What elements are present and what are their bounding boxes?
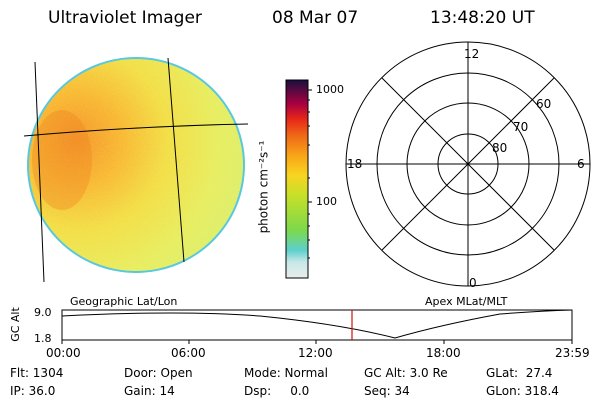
lat-label-80: 80 (492, 141, 508, 155)
altitude-plot (61, 309, 573, 344)
glat-value: GLat: 27.4 (486, 366, 553, 380)
colorbar-unit-label: photon cm⁻²s⁻¹ (256, 140, 271, 234)
y-min-label: 1.8 (34, 332, 52, 345)
apex-title: Apex MLat/MLT (425, 295, 508, 308)
mlt-label-18: 18 (347, 157, 363, 171)
time-tick-0: 00:00 (46, 346, 81, 360)
gc-alt-value: GC Alt: 3.0 Re (364, 366, 448, 380)
colorbar-tick-1000: 1000 (316, 83, 344, 96)
mlt-label-12: 12 (464, 47, 480, 61)
lat-label-60: 60 (536, 97, 552, 111)
lat-label-70: 70 (513, 120, 529, 134)
sequence-value: Seq: 34 (364, 384, 410, 398)
gain-value: Gain: 14 (124, 384, 175, 398)
mlt-label-0: 0 (469, 276, 477, 290)
flight-number: Flt: 1304 (10, 366, 64, 380)
time-label: 13:48:20 UT (430, 8, 535, 28)
time-tick-2: 12:00 (298, 346, 333, 360)
geographic-title: Geographic Lat/Lon (70, 295, 178, 308)
uv-image (23, 57, 249, 283)
glon-value: GLon: 318.4 (486, 384, 559, 398)
colorbar-tick-100: 100 (316, 195, 337, 208)
gc-alt-axis-label: GC Alt (8, 307, 22, 342)
y-max-label: 9.0 (34, 306, 52, 319)
polar-dial (345, 41, 591, 287)
geo-grid-lines (23, 57, 249, 283)
color-bar (285, 79, 312, 279)
dsp-value: Dsp: 0.0 (244, 384, 310, 398)
door-status: Door: Open (124, 366, 193, 380)
instrument-title: Ultraviolet Imager (48, 8, 202, 28)
time-tick-4: 23:59 (555, 346, 590, 360)
ip-value: IP: 36.0 (10, 384, 56, 398)
mlt-label-6: 6 (577, 157, 585, 171)
time-tick-3: 18:00 (426, 346, 461, 360)
date-label: 08 Mar 07 (272, 8, 359, 28)
mode-value: Mode: Normal (244, 366, 328, 380)
time-tick-1: 06:00 (171, 346, 206, 360)
